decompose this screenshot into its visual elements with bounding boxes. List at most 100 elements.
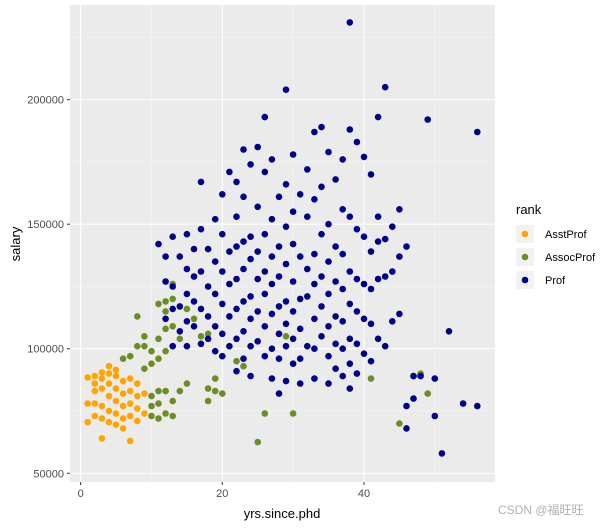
- point-prof: [374, 113, 382, 121]
- point-prof: [360, 315, 368, 323]
- point-asstprof: [134, 417, 141, 425]
- point-prof: [374, 238, 382, 245]
- point-prof: [304, 166, 311, 173]
- point-prof: [197, 305, 205, 313]
- point-prof: [311, 196, 318, 203]
- point-assocprof: [169, 397, 176, 405]
- point-prof: [304, 342, 311, 350]
- point-prof: [247, 293, 254, 300]
- y-tick-label: 200000: [27, 95, 64, 107]
- point-assocprof: [148, 402, 155, 410]
- legend-label-asstprof: AsstProf: [545, 229, 588, 241]
- point-assocprof: [162, 387, 169, 395]
- point-assocprof: [183, 305, 191, 313]
- point-prof: [346, 19, 354, 26]
- y-tick-label: 150000: [27, 219, 64, 231]
- point-prof: [410, 395, 417, 402]
- point-prof: [417, 372, 424, 380]
- legend-marker-asstprof: [521, 230, 529, 238]
- point-asstprof: [84, 374, 91, 381]
- point-assocprof: [162, 410, 169, 417]
- point-prof: [346, 268, 354, 275]
- point-prof: [346, 360, 354, 368]
- point-prof: [183, 290, 191, 298]
- x-tick-label: 40: [358, 488, 370, 500]
- point-prof: [311, 375, 318, 382]
- minor-gridlines: [70, 5, 495, 482]
- point-assocprof: [211, 375, 219, 382]
- point-asstprof: [119, 377, 127, 385]
- point-prof: [438, 450, 446, 457]
- point-prof: [339, 250, 347, 258]
- point-prof: [169, 233, 176, 240]
- point-assocprof: [261, 410, 269, 417]
- point-prof: [197, 268, 205, 275]
- point-prof: [197, 178, 205, 186]
- point-prof: [197, 225, 205, 233]
- point-assocprof: [169, 295, 176, 303]
- point-prof: [268, 310, 276, 318]
- point-prof: [353, 225, 361, 233]
- point-assocprof: [204, 330, 212, 338]
- point-prof: [233, 305, 240, 313]
- point-prof: [346, 300, 354, 308]
- point-prof: [211, 290, 219, 298]
- point-prof: [339, 206, 347, 213]
- point-assocprof: [254, 438, 261, 446]
- point-prof: [339, 345, 347, 353]
- data-points: [84, 19, 481, 457]
- point-prof: [219, 330, 226, 338]
- point-asstprof: [105, 380, 113, 387]
- point-prof: [311, 250, 318, 258]
- point-prof: [275, 390, 283, 397]
- point-prof: [268, 375, 276, 382]
- point-prof: [282, 342, 290, 350]
- point-asstprof: [91, 387, 99, 395]
- watermark: CSDN @福旺旺: [498, 502, 584, 517]
- point-prof: [183, 342, 191, 350]
- point-prof: [254, 248, 261, 255]
- point-prof: [289, 208, 297, 215]
- point-prof: [226, 280, 233, 288]
- panel-background: [70, 5, 495, 482]
- point-prof: [162, 278, 169, 285]
- x-tick-label: 20: [216, 488, 228, 500]
- point-assocprof: [141, 333, 148, 340]
- point-prof: [367, 320, 375, 328]
- point-prof: [275, 193, 283, 201]
- point-prof: [311, 315, 318, 323]
- point-prof: [233, 213, 240, 220]
- point-prof: [381, 83, 389, 91]
- point-prof: [332, 176, 339, 183]
- point-prof: [204, 335, 212, 343]
- point-prof: [389, 318, 396, 325]
- point-assocprof: [233, 357, 240, 365]
- point-prof: [204, 283, 212, 290]
- point-prof: [247, 342, 254, 350]
- point-asstprof: [91, 380, 99, 387]
- point-prof: [396, 206, 403, 213]
- point-asstprof: [91, 412, 99, 420]
- point-prof: [339, 372, 347, 380]
- point-prof: [381, 342, 389, 350]
- point-assocprof: [282, 333, 290, 340]
- point-prof: [360, 153, 368, 161]
- point-prof: [474, 402, 481, 410]
- point-prof: [381, 273, 389, 280]
- point-assocprof: [176, 387, 184, 395]
- point-prof: [261, 290, 269, 298]
- point-asstprof: [112, 397, 120, 405]
- point-prof: [169, 305, 176, 313]
- point-prof: [275, 355, 283, 363]
- point-prof: [318, 183, 325, 191]
- axis-ticks: [67, 99, 365, 485]
- point-prof: [261, 323, 269, 330]
- legend-label-prof: Prof: [545, 275, 566, 287]
- point-prof: [325, 352, 332, 360]
- point-prof: [282, 223, 290, 230]
- point-prof: [367, 357, 375, 365]
- point-prof: [155, 240, 162, 248]
- legend: rank AsstProf AssocProf Prof: [516, 202, 596, 289]
- point-prof: [289, 360, 297, 368]
- point-prof: [261, 113, 269, 121]
